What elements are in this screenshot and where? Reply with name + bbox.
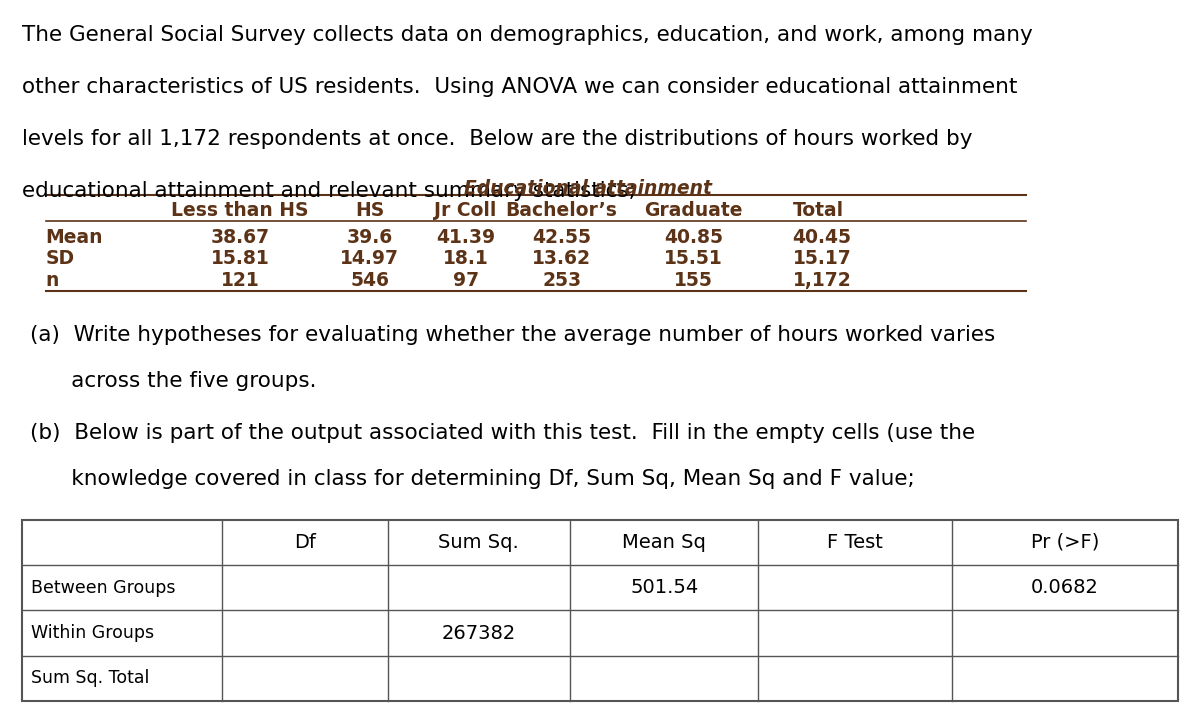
Text: n: n bbox=[46, 271, 59, 290]
Text: Df: Df bbox=[294, 533, 316, 552]
Text: Jr Coll: Jr Coll bbox=[434, 201, 497, 221]
Text: 501.54: 501.54 bbox=[630, 578, 698, 598]
Text: educational attainment and relevant summary statistics;: educational attainment and relevant summ… bbox=[22, 181, 636, 201]
Text: Sum Sq.: Sum Sq. bbox=[438, 533, 520, 552]
Text: 42.55: 42.55 bbox=[532, 228, 592, 247]
Text: (b)  Below is part of the output associated with this test.  Fill in the empty c: (b) Below is part of the output associat… bbox=[30, 423, 976, 443]
Text: 14.97: 14.97 bbox=[340, 249, 400, 268]
Text: other characteristics of US residents.  Using ANOVA we can consider educational : other characteristics of US residents. U… bbox=[22, 77, 1016, 97]
Text: 546: 546 bbox=[350, 271, 389, 290]
Text: (a)  Write hypotheses for evaluating whether the average number of hours worked : (a) Write hypotheses for evaluating whet… bbox=[30, 325, 995, 345]
Text: 253: 253 bbox=[542, 271, 581, 290]
Text: Bachelor’s: Bachelor’s bbox=[505, 201, 618, 221]
Text: 41.39: 41.39 bbox=[436, 228, 496, 247]
Text: 0.0682: 0.0682 bbox=[1031, 578, 1099, 598]
Text: Within Groups: Within Groups bbox=[31, 624, 155, 642]
Text: 15.51: 15.51 bbox=[665, 249, 722, 268]
Text: SD: SD bbox=[46, 249, 74, 268]
Text: 155: 155 bbox=[674, 271, 713, 290]
Text: 38.67: 38.67 bbox=[210, 228, 270, 247]
Text: Less than HS: Less than HS bbox=[172, 201, 308, 221]
Text: 15.17: 15.17 bbox=[793, 249, 851, 268]
Text: Between Groups: Between Groups bbox=[31, 579, 175, 597]
Text: levels for all 1,172 respondents at once.  Below are the distributions of hours : levels for all 1,172 respondents at once… bbox=[22, 129, 972, 149]
Text: HS: HS bbox=[355, 201, 384, 221]
Text: 13.62: 13.62 bbox=[532, 249, 592, 268]
Text: 18.1: 18.1 bbox=[443, 249, 488, 268]
Text: 1,172: 1,172 bbox=[793, 271, 851, 290]
Text: across the five groups.: across the five groups. bbox=[30, 371, 317, 391]
Text: Graduate: Graduate bbox=[644, 201, 743, 221]
Text: knowledge covered in class for determining Df, Sum Sq, Mean Sq and F value;: knowledge covered in class for determini… bbox=[30, 469, 914, 489]
Text: Mean Sq: Mean Sq bbox=[623, 533, 706, 552]
Text: 97: 97 bbox=[452, 271, 479, 290]
Text: 40.45: 40.45 bbox=[792, 228, 852, 247]
Text: Pr (>F): Pr (>F) bbox=[1031, 533, 1099, 552]
Text: 15.81: 15.81 bbox=[211, 249, 269, 268]
Text: Educational attainment: Educational attainment bbox=[464, 178, 712, 198]
Text: 39.6: 39.6 bbox=[347, 228, 392, 247]
Text: 40.85: 40.85 bbox=[664, 228, 724, 247]
Text: The General Social Survey collects data on demographics, education, and work, am: The General Social Survey collects data … bbox=[22, 25, 1032, 45]
Text: Total: Total bbox=[793, 201, 844, 221]
Text: Sum Sq. Total: Sum Sq. Total bbox=[31, 670, 150, 688]
Text: 121: 121 bbox=[221, 271, 259, 290]
Text: F Test: F Test bbox=[827, 533, 883, 552]
Bar bbox=[22, 520, 1178, 701]
Text: 267382: 267382 bbox=[442, 623, 516, 643]
Text: Mean: Mean bbox=[46, 228, 103, 247]
